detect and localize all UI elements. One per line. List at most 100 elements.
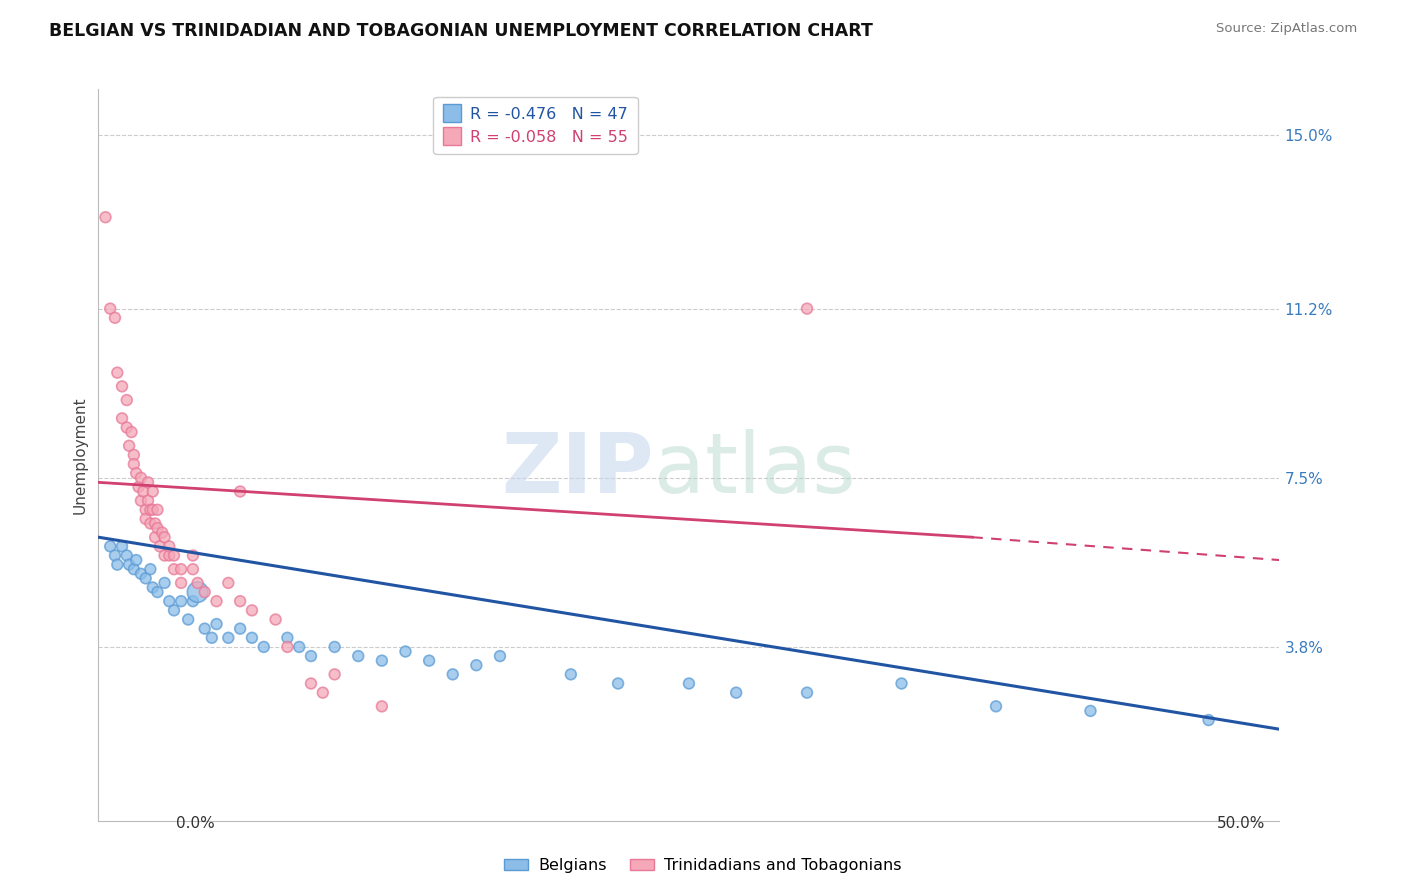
- Point: [323, 640, 346, 654]
- Point: [229, 484, 252, 499]
- Point: [181, 594, 204, 608]
- Point: [187, 585, 209, 599]
- Text: 50.0%: 50.0%: [1218, 816, 1265, 831]
- Point: [105, 558, 128, 572]
- Point: [240, 631, 263, 645]
- Point: [725, 686, 748, 700]
- Point: [143, 516, 166, 531]
- Point: [136, 493, 159, 508]
- Point: [323, 667, 346, 681]
- Point: [139, 503, 162, 517]
- Point: [105, 366, 128, 380]
- Point: [441, 667, 464, 681]
- Point: [153, 549, 176, 563]
- Y-axis label: Unemployment: Unemployment: [72, 396, 87, 514]
- Point: [125, 553, 148, 567]
- Point: [136, 475, 159, 490]
- Point: [1198, 713, 1220, 727]
- Point: [157, 549, 180, 563]
- Point: [129, 566, 152, 581]
- Point: [121, 425, 143, 439]
- Point: [181, 549, 204, 563]
- Point: [146, 503, 169, 517]
- Point: [132, 484, 155, 499]
- Point: [217, 576, 239, 591]
- Point: [205, 617, 228, 632]
- Point: [347, 649, 370, 664]
- Point: [115, 549, 138, 563]
- Point: [984, 699, 1007, 714]
- Text: ZIP: ZIP: [501, 429, 654, 510]
- Point: [371, 699, 394, 714]
- Point: [142, 484, 165, 499]
- Point: [122, 448, 145, 462]
- Point: [135, 571, 157, 585]
- Point: [796, 686, 818, 700]
- Point: [678, 676, 700, 690]
- Point: [129, 471, 152, 485]
- Point: [139, 562, 162, 576]
- Point: [194, 585, 217, 599]
- Point: [129, 493, 152, 508]
- Text: atlas: atlas: [654, 429, 855, 510]
- Point: [98, 301, 121, 316]
- Point: [229, 622, 252, 636]
- Point: [170, 576, 193, 591]
- Point: [312, 686, 335, 700]
- Point: [465, 658, 488, 673]
- Point: [607, 676, 630, 690]
- Text: BELGIAN VS TRINIDADIAN AND TOBAGONIAN UNEMPLOYMENT CORRELATION CHART: BELGIAN VS TRINIDADIAN AND TOBAGONIAN UN…: [49, 22, 873, 40]
- Point: [187, 576, 209, 591]
- Point: [104, 549, 127, 563]
- Point: [143, 530, 166, 544]
- Legend: R = -0.476   N = 47, R = -0.058   N = 55: R = -0.476 N = 47, R = -0.058 N = 55: [433, 97, 637, 154]
- Point: [201, 631, 224, 645]
- Point: [115, 393, 138, 408]
- Point: [111, 411, 134, 425]
- Point: [111, 379, 134, 393]
- Point: [170, 562, 193, 576]
- Point: [194, 622, 217, 636]
- Point: [115, 420, 138, 434]
- Point: [229, 594, 252, 608]
- Point: [122, 562, 145, 576]
- Point: [170, 594, 193, 608]
- Text: 0.0%: 0.0%: [176, 816, 215, 831]
- Point: [142, 503, 165, 517]
- Point: [240, 603, 263, 617]
- Point: [163, 603, 186, 617]
- Point: [796, 301, 818, 316]
- Point: [118, 439, 141, 453]
- Point: [299, 676, 322, 690]
- Point: [146, 521, 169, 535]
- Point: [153, 530, 176, 544]
- Point: [98, 539, 121, 553]
- Point: [264, 613, 287, 627]
- Point: [299, 649, 322, 664]
- Point: [118, 558, 141, 572]
- Point: [371, 654, 394, 668]
- Point: [288, 640, 311, 654]
- Point: [150, 525, 173, 540]
- Point: [125, 467, 148, 481]
- Point: [560, 667, 582, 681]
- Text: Source: ZipAtlas.com: Source: ZipAtlas.com: [1216, 22, 1357, 36]
- Point: [135, 512, 157, 526]
- Point: [122, 457, 145, 471]
- Point: [276, 631, 298, 645]
- Point: [128, 480, 150, 494]
- Point: [489, 649, 512, 664]
- Point: [181, 562, 204, 576]
- Point: [418, 654, 440, 668]
- Point: [94, 211, 117, 225]
- Point: [153, 576, 176, 591]
- Point: [276, 640, 298, 654]
- Point: [111, 539, 134, 553]
- Point: [253, 640, 276, 654]
- Point: [163, 549, 186, 563]
- Point: [394, 644, 416, 658]
- Point: [177, 613, 200, 627]
- Point: [890, 676, 912, 690]
- Point: [205, 594, 228, 608]
- Point: [157, 539, 180, 553]
